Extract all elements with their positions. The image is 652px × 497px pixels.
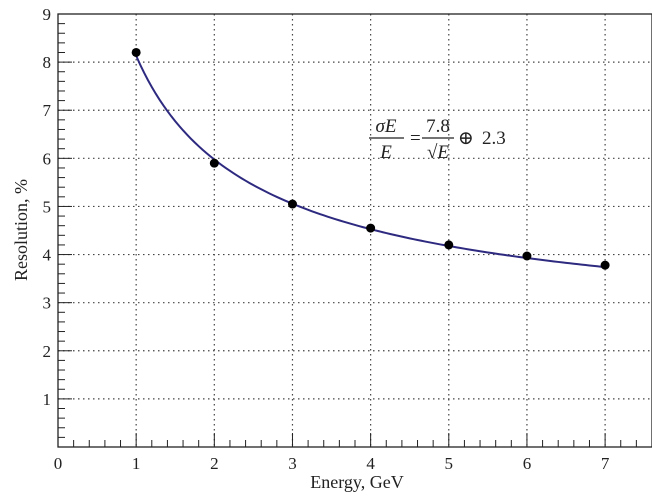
y-tick-label: 2	[43, 342, 52, 361]
formula-oplus: ⊕	[458, 128, 474, 149]
tick-labels: 0 1 2 3 4 5 6 7 1 2 3 4 5 6 7 8 9	[43, 5, 610, 473]
data-points	[131, 47, 610, 270]
y-tick-label: 5	[43, 197, 52, 216]
y-tick-label: 8	[43, 53, 52, 72]
x-tick-label: 2	[210, 454, 219, 473]
x-tick-label: 1	[132, 454, 141, 473]
formula-lhs-denominator: E	[379, 142, 392, 163]
y-tick-label: 1	[43, 390, 52, 409]
x-tick-label: 0	[54, 454, 63, 473]
resolution-formula: σE E = 7.8 √E ⊕ 2.3	[369, 116, 506, 163]
y-axis-label: Resolution, %	[11, 179, 31, 281]
x-tick-label: 3	[288, 454, 297, 473]
formula-constant: 2.3	[482, 128, 506, 149]
formula-rhs-denominator: √E	[427, 142, 449, 163]
x-tick-label: 6	[523, 454, 532, 473]
y-tick-label: 4	[43, 246, 52, 265]
y-tick-label: 3	[43, 294, 52, 313]
y-tick-label: 6	[43, 149, 52, 168]
y-tick-label: 9	[43, 5, 52, 24]
x-axis-label: Energy, GeV	[310, 472, 403, 492]
formula-equals: =	[410, 128, 421, 149]
axis-ticks	[57, 13, 652, 448]
data-point	[522, 251, 532, 261]
formula-rhs-numerator: 7.8	[426, 116, 450, 137]
x-tick-label: 4	[366, 454, 375, 473]
x-tick-label: 5	[445, 454, 454, 473]
data-point	[131, 47, 141, 57]
plot-frame	[57, 13, 652, 448]
data-point	[287, 199, 297, 209]
y-tick-label: 7	[43, 101, 52, 120]
data-point	[366, 223, 376, 233]
data-point	[600, 260, 610, 270]
x-tick-label: 7	[601, 454, 610, 473]
data-point	[444, 240, 454, 250]
formula-lhs-numerator: σE	[376, 116, 397, 137]
data-point	[209, 158, 219, 168]
